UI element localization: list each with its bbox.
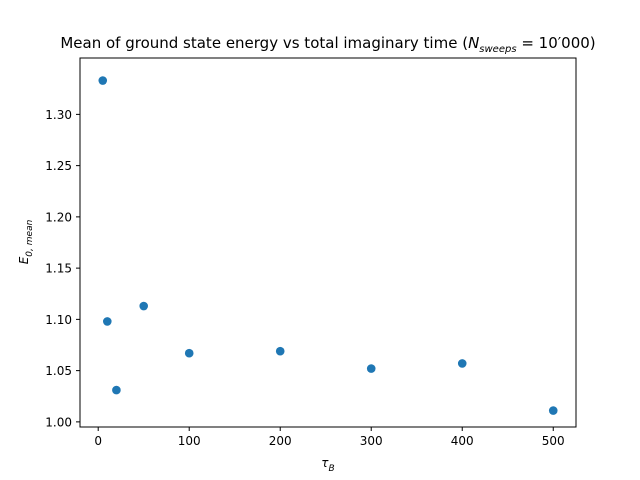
x-tick-label: 300 [360, 434, 383, 448]
data-point [98, 76, 108, 85]
x-tick-label: 200 [269, 434, 292, 448]
y-tick-label: 1.25 [45, 159, 72, 173]
x-tick-label: 500 [542, 434, 565, 448]
data-point [548, 406, 558, 415]
y-tick-label: 1.00 [45, 415, 72, 429]
chart-title: Mean of ground state energy vs total ima… [60, 34, 595, 55]
data-point [139, 301, 149, 311]
data-point [275, 346, 285, 356]
y-tick-label: 1.30 [45, 108, 72, 122]
plot-area: 0 100 200 300 400 500 1.00 1.05 1.10 1.15 1.20 1.25… [45, 57, 577, 448]
y-tick-label: 1.10 [45, 313, 72, 327]
x-axis-label: τB [321, 456, 334, 474]
data-point [184, 348, 194, 358]
x-tick-label: 0 [94, 434, 102, 448]
axes-frame [79, 57, 577, 428]
x-tick-label: 100 [178, 434, 201, 448]
data-point [103, 317, 112, 326]
data-point [112, 385, 121, 395]
data-point [366, 364, 376, 373]
y-tick-label: 1.15 [45, 262, 72, 276]
y-axis-label: E0, mean [17, 219, 35, 264]
y-tick-label: 1.20 [45, 210, 72, 224]
x-tick-label: 400 [451, 434, 474, 448]
y-tick-label: 1.05 [45, 364, 72, 378]
data-point [457, 359, 467, 368]
